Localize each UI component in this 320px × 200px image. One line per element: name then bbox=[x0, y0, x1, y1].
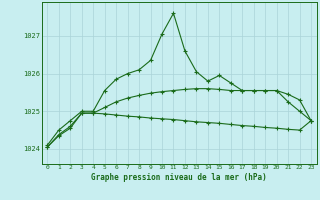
X-axis label: Graphe pression niveau de la mer (hPa): Graphe pression niveau de la mer (hPa) bbox=[91, 173, 267, 182]
